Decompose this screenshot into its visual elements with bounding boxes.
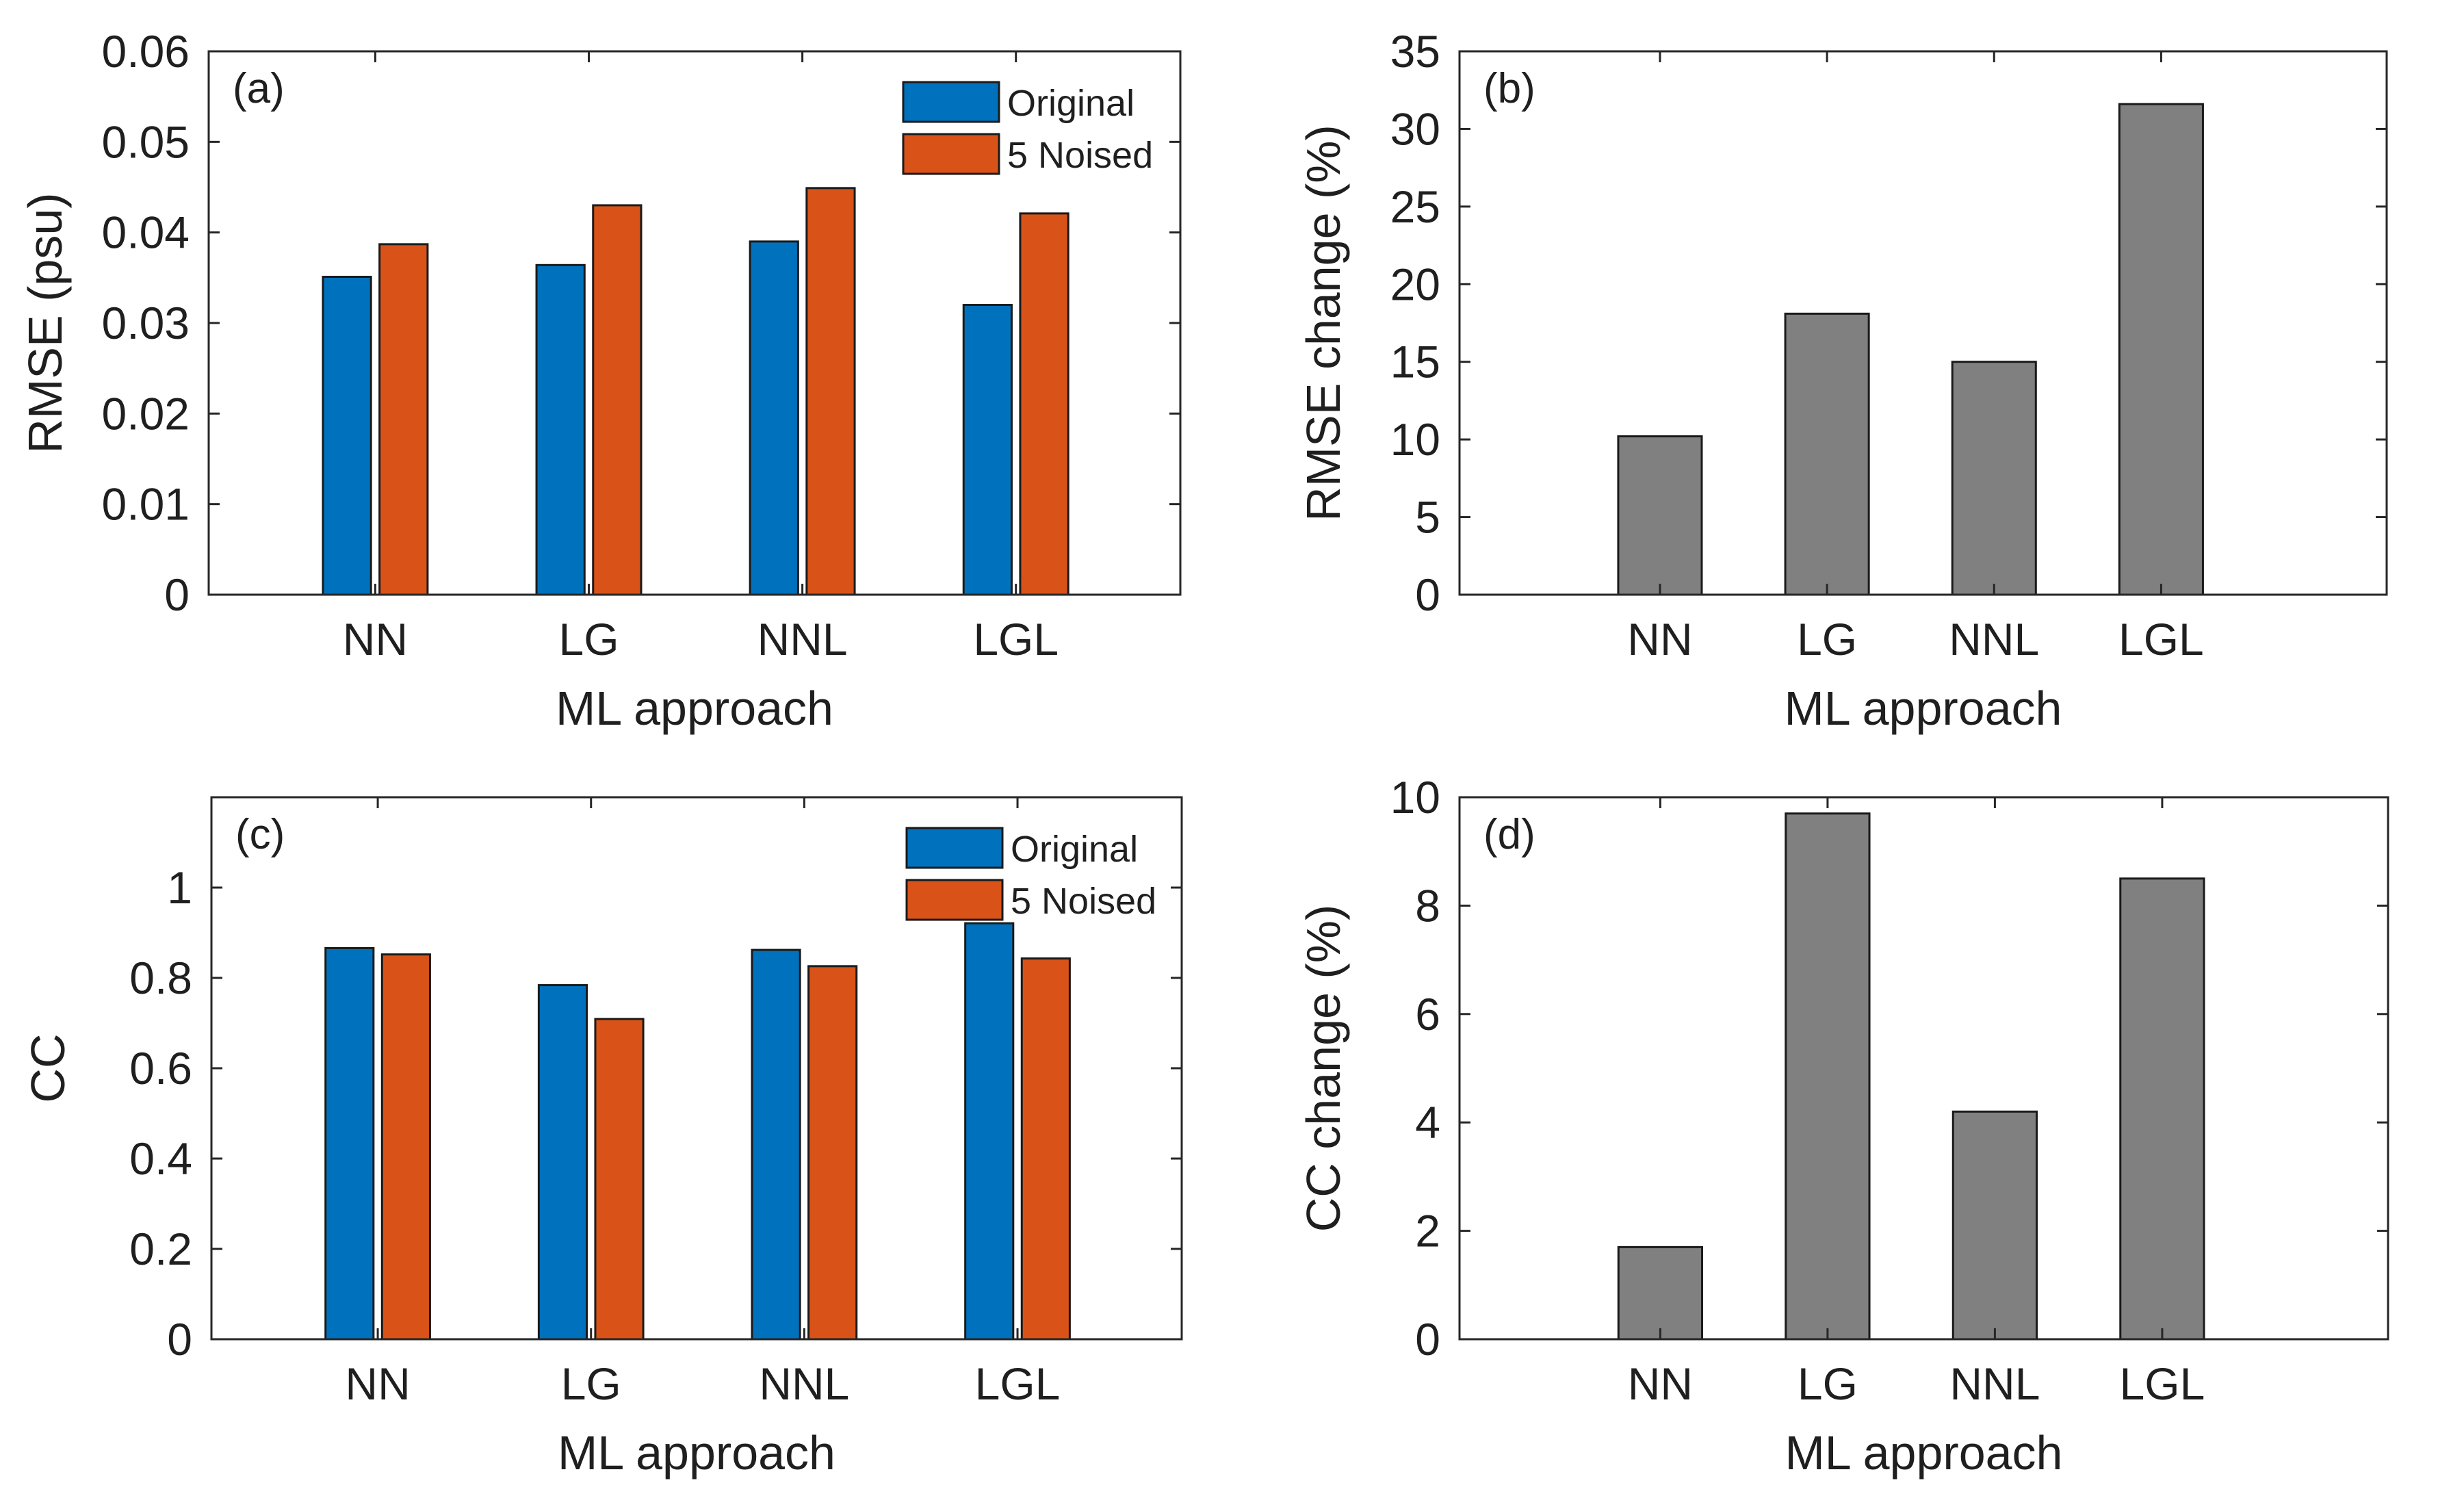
bar-nnl-5-noised [807, 965, 858, 1341]
legend-swatch-5-noised [902, 133, 1000, 175]
bar-lgl-original [962, 304, 1013, 596]
panel-label: (d) [1483, 811, 1535, 858]
x-tick-label: NN [1628, 1358, 1693, 1409]
x-tick-label: NNL [759, 1358, 849, 1409]
bar-nn-5-noised [378, 243, 429, 596]
x-axis-label: ML approach [1785, 682, 2062, 735]
y-tick-label: 0 [167, 1314, 192, 1365]
x-tick-label: NN [345, 1358, 410, 1409]
x-tick-label: LGL [973, 614, 1059, 664]
y-tick-label: 10 [1390, 414, 1440, 465]
panel-label: (a) [233, 65, 285, 112]
panel-label: (b) [1483, 65, 1535, 112]
x-axis-label: ML approach [556, 682, 833, 735]
legend-label: Original [1007, 83, 1134, 124]
x-axis-label: ML approach [1785, 1426, 2063, 1480]
bar-lg-5-noised [592, 204, 643, 596]
bar-lgl-5-noised [1020, 957, 1071, 1341]
bar-nn-5-noised [380, 953, 431, 1341]
x-tick-label: LGL [975, 1358, 1061, 1409]
legend-swatch-5-noised [905, 879, 1004, 921]
bar-nnl-original [751, 948, 801, 1341]
y-tick-label: 0 [1415, 569, 1440, 620]
panel-b: 0 5 10 15 20 25 30 35 NN LG NNL LGL ML approach RMSE … [1297, 26, 2388, 735]
y-tick-label: 0.4 [129, 1133, 192, 1184]
bar-nn-original [324, 946, 375, 1341]
bar-nnl-original [749, 240, 799, 596]
bar-nn-original [322, 276, 372, 596]
x-axis-label: ML approach [558, 1426, 835, 1480]
y-tick-label: 6 [1415, 989, 1440, 1039]
bar-lgl-original [964, 922, 1015, 1341]
y-tick-label: 25 [1390, 181, 1440, 232]
panel-d: 0 2 4 6 8 10 NN LG NNL LGL ML approach CC change (%… [1297, 772, 2389, 1480]
bar-nn-cc-change [1617, 1245, 1704, 1341]
y-axis-label: RMSE change (%) [1297, 125, 1350, 521]
x-tick-label: LGL [2118, 614, 2204, 664]
y-tick-label: 1 [167, 862, 192, 913]
x-tick-label: LG [561, 1358, 621, 1409]
y-axis-label: CC change (%) [1297, 905, 1350, 1232]
y-tick-label: 0 [164, 569, 190, 620]
bar-lg-original [535, 263, 586, 596]
y-tick-label: 0.01 [102, 479, 190, 530]
y-tick-label: 0.02 [102, 388, 190, 439]
axes-frame [207, 50, 1182, 596]
axes-frame [1458, 796, 2389, 1341]
y-tick-label: 5 [1415, 492, 1440, 543]
x-tick-label: NNL [1949, 1358, 2040, 1409]
x-tick-label: NN [343, 614, 408, 664]
x-tick-label: LGL [2120, 1358, 2205, 1409]
x-tick-label: LG [558, 614, 619, 664]
bar-lgl-5-noised [1019, 212, 1069, 596]
y-tick-label: 0.04 [102, 207, 190, 258]
bar-lg-rmse-change [1784, 312, 1870, 596]
x-tick-label: NNL [1949, 614, 2039, 664]
y-axis-label: RMSE (psu) [18, 192, 72, 453]
y-tick-label: 0.05 [102, 116, 190, 167]
y-tick-label: 30 [1390, 103, 1440, 154]
y-tick-label: 10 [1390, 772, 1440, 823]
legend: Original 5 Noised [902, 81, 1153, 176]
y-tick-label: 35 [1390, 26, 1440, 77]
bar-nnl-rmse-change [1951, 361, 2037, 596]
legend-swatch-original [905, 827, 1004, 869]
y-tick-label: 2 [1415, 1206, 1440, 1256]
x-tick-label: NN [1627, 614, 1692, 664]
y-tick-label: 0.2 [129, 1224, 192, 1274]
axes-frame [210, 796, 1183, 1341]
y-tick-label: 4 [1415, 1097, 1440, 1148]
y-tick-label: 20 [1390, 259, 1440, 309]
y-tick-label: 0.06 [102, 26, 190, 77]
y-tick-label: 8 [1415, 880, 1440, 931]
panel-a: 0 0.01 0.02 0.03 0.04 0.05 0.06 NN LG NNL LGL ML ap… [18, 26, 1182, 735]
x-tick-label: LG [1798, 1358, 1858, 1409]
y-tick-label: 0 [1415, 1314, 1440, 1365]
bar-lgl-cc-change [2119, 877, 2205, 1341]
y-tick-label: 0.8 [129, 953, 192, 1003]
bar-lg-original [537, 984, 588, 1341]
legend-label: 5 Noised [1007, 135, 1153, 176]
bar-nn-rmse-change [1617, 435, 1703, 596]
bar-lg-5-noised [594, 1018, 645, 1341]
y-tick-label: 0.6 [129, 1043, 192, 1094]
x-tick-label: NNL [757, 614, 848, 664]
y-tick-label: 15 [1390, 337, 1440, 387]
bar-lg-cc-change [1785, 812, 1871, 1341]
legend-swatch-original [902, 81, 1000, 123]
y-axis-label: CC [21, 1033, 75, 1102]
legend: Original 5 Noised [905, 827, 1156, 922]
panel-label: (c) [235, 811, 285, 858]
legend-label: 5 Noised [1011, 881, 1156, 922]
y-tick-label: 0.03 [102, 298, 190, 348]
x-tick-label: LG [1797, 614, 1857, 664]
axes-frame [1458, 50, 2388, 596]
legend-label: Original [1011, 829, 1138, 870]
bar-nnl-5-noised [805, 187, 856, 596]
bar-nnl-cc-change [1951, 1110, 2038, 1341]
panel-c: 0 0.2 0.4 0.6 0.8 1 NN LG NNL LGL ML approach CC (c)… [21, 796, 1183, 1480]
bar-lgl-rmse-change [2118, 103, 2204, 596]
